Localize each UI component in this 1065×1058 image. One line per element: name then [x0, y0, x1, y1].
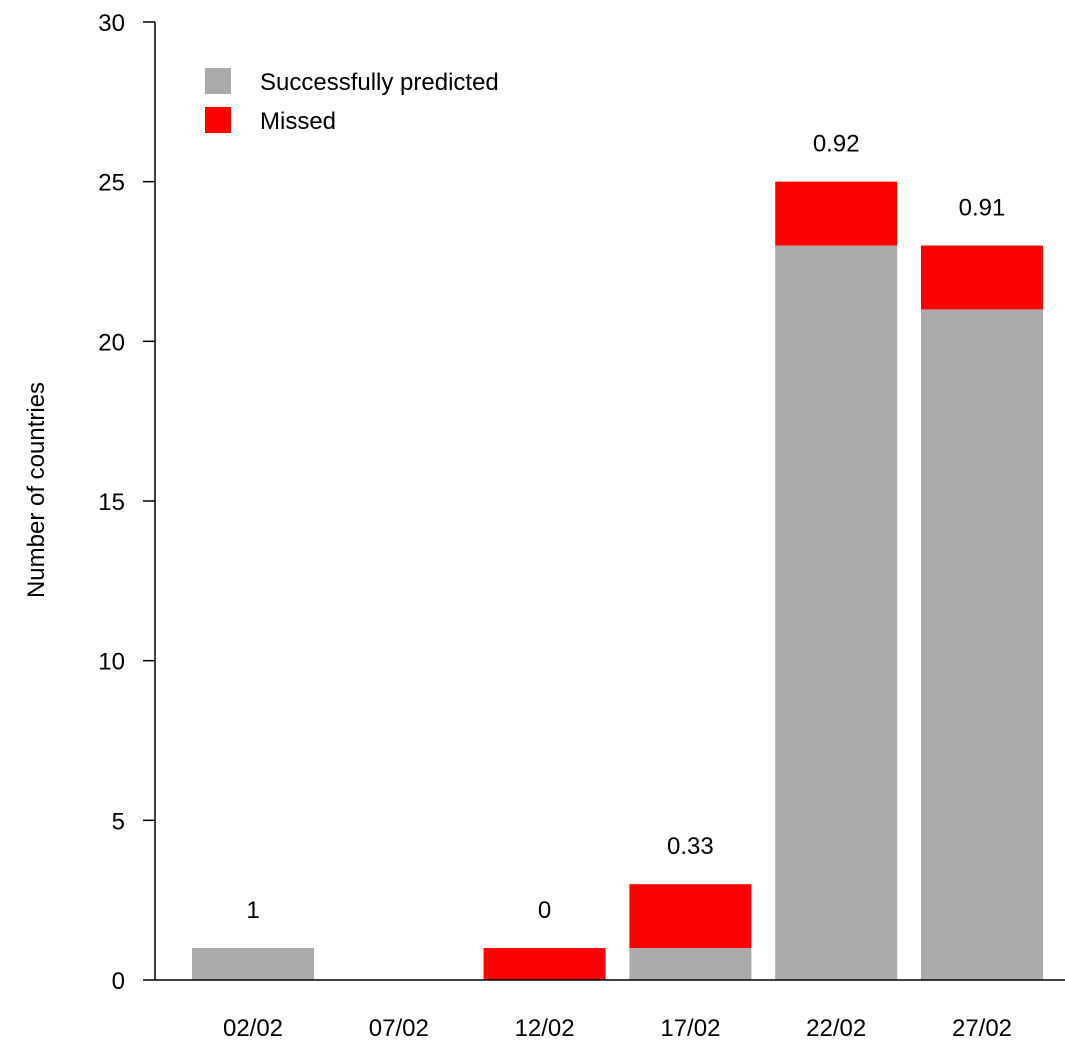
bar-segment: [629, 948, 752, 980]
bar-value-label: 0: [538, 897, 551, 924]
legend: Successfully predicted Missed: [205, 68, 499, 135]
x-tick-label: 27/02: [952, 1015, 1012, 1042]
x-tick-label: 22/02: [806, 1015, 866, 1042]
x-axis: 02/02 07/02 12/02 17/02 22/02 27/02: [155, 979, 1065, 1042]
bar-labels-layer: 1 0 0.33 0.92 0.91: [246, 131, 1005, 924]
legend-label: Missed: [260, 108, 336, 135]
y-tick-label: 10: [98, 649, 125, 676]
y-tick-label: 25: [98, 170, 125, 197]
y-axis: 0 5 10 15 20 25 30: [98, 10, 156, 995]
bar-segment: [921, 309, 1043, 980]
x-tick-label: 07/02: [369, 1015, 429, 1042]
y-tick-label: 20: [98, 329, 125, 356]
bar-value-label: 1: [246, 897, 259, 924]
x-tick-label: 12/02: [515, 1015, 575, 1042]
bar-value-label: 0.91: [959, 195, 1006, 222]
bar-value-label: 0.92: [813, 131, 860, 158]
x-tick-label: 02/02: [223, 1015, 283, 1042]
bar-segment: [192, 948, 314, 980]
bars-layer: [192, 181, 1043, 981]
bar-segment: [775, 245, 898, 981]
y-tick-label: 15: [98, 489, 125, 516]
bar-segment: [483, 948, 606, 980]
x-tick-label: 17/02: [660, 1015, 720, 1042]
bar-value-label: 0.33: [667, 833, 714, 860]
y-tick-label: 0: [112, 968, 125, 995]
bar-segment: [775, 181, 898, 246]
y-tick-label: 5: [112, 808, 125, 835]
legend-swatch: [205, 107, 231, 133]
bar-segment: [629, 884, 752, 949]
legend-label: Successfully predicted: [260, 69, 499, 96]
y-tick-label: 30: [98, 10, 125, 37]
y-axis-label: Number of countries: [23, 382, 50, 598]
bar-segment: [921, 245, 1043, 310]
legend-swatch: [205, 68, 231, 94]
